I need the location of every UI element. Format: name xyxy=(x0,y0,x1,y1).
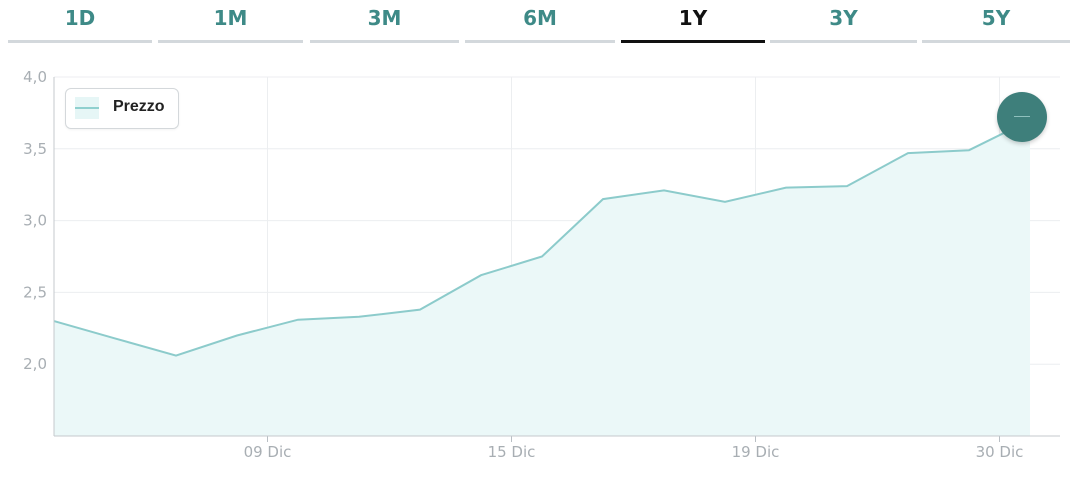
tab-underline xyxy=(465,40,615,43)
data-point xyxy=(784,186,788,190)
tab-underline xyxy=(922,40,1070,43)
axes: 4,0 3,5 3,0 2,5 2,0 09 Dic 15 Dic 19 Dic 30 Dic xyxy=(23,68,1060,461)
data-point xyxy=(906,151,910,155)
data-point xyxy=(540,255,544,259)
data-point xyxy=(113,336,117,340)
y-tick-label: 2,0 xyxy=(23,355,47,373)
tab-label: 1M xyxy=(213,6,248,30)
price-chart: 4,0 3,5 3,0 2,5 2,0 09 Dic 15 Dic 19 Dic 30 Dic xyxy=(23,68,1060,461)
x-tick-label: 30 Dic xyxy=(976,443,1024,461)
data-point xyxy=(845,184,849,188)
tab-label: 1Y xyxy=(678,6,708,30)
tab-label: 3Y xyxy=(829,6,858,30)
price-area-fill xyxy=(54,120,1030,436)
legend[interactable]: Prezzo xyxy=(65,88,179,129)
tab-1y[interactable]: 1Y xyxy=(621,0,765,46)
data-point xyxy=(174,354,178,358)
x-tick-label: 09 Dic xyxy=(244,443,292,461)
data-point xyxy=(235,334,239,338)
tab-3y[interactable]: 3Y xyxy=(770,0,917,46)
tab-label: 5Y xyxy=(981,6,1011,30)
tab-underline xyxy=(770,40,917,43)
y-tick-label: 3,0 xyxy=(23,212,47,230)
tab-underline xyxy=(621,40,765,43)
price-line xyxy=(53,119,1031,357)
data-point xyxy=(967,148,971,152)
data-point xyxy=(357,315,361,319)
current-price-marker[interactable] xyxy=(997,92,1047,142)
data-point xyxy=(479,273,483,277)
tab-5y[interactable]: 5Y xyxy=(922,0,1070,46)
data-point xyxy=(662,188,666,192)
data-point xyxy=(601,197,605,201)
data-point xyxy=(723,200,727,204)
tab-3m[interactable]: 3M xyxy=(310,0,459,46)
data-point xyxy=(52,319,56,323)
y-tick-label: 2,5 xyxy=(23,283,47,301)
tab-label: 6M xyxy=(523,6,557,30)
tab-underline xyxy=(8,40,152,43)
tab-underline xyxy=(310,40,459,43)
data-point xyxy=(418,308,422,312)
tab-underline xyxy=(158,40,303,43)
data-point xyxy=(296,318,300,322)
legend-swatch-icon xyxy=(75,97,99,119)
tab-1m[interactable]: 1M xyxy=(158,0,303,46)
timeframe-tabs: 1D 1M 3M 6M 1Y 3Y 5Y xyxy=(0,0,1080,46)
legend-label: Prezzo xyxy=(113,98,165,115)
tab-label: 3M xyxy=(367,6,402,30)
tab-6m[interactable]: 6M xyxy=(465,0,615,46)
x-tick-label: 15 Dic xyxy=(488,443,536,461)
tab-label: 1D xyxy=(64,6,96,30)
x-tick-label: 19 Dic xyxy=(732,443,780,461)
y-tick-label: 3,5 xyxy=(23,140,47,158)
y-tick-label: 4,0 xyxy=(23,68,47,86)
tab-1d[interactable]: 1D xyxy=(8,0,152,46)
